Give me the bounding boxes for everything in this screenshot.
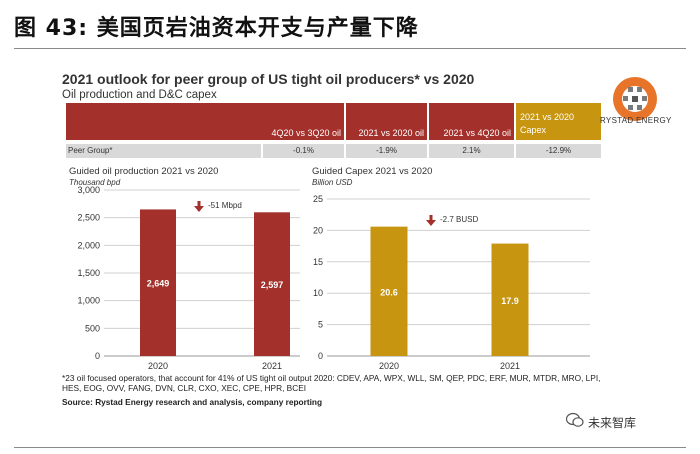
- bar-2020: [370, 226, 408, 356]
- logo-text: RYSTAD ENERGY: [600, 116, 672, 125]
- table-cell: -12.9%: [516, 144, 601, 158]
- down-arrow-head-icon: [426, 220, 436, 226]
- wechat-icon: [566, 412, 584, 427]
- panel-subtitle: Oil production and D&C capex: [62, 89, 217, 101]
- data-label: 2,649: [147, 279, 170, 289]
- y-tick-label: 1,500: [77, 268, 100, 278]
- x-tick-label: 2020: [379, 361, 399, 371]
- summary-table: 4Q20 vs 3Q20 oil 2021 vs 2020 oil 2021 v…: [66, 103, 601, 158]
- bar-2020: [140, 209, 176, 356]
- chart-capex: 0 5 10 15 20 25 20.6 2020 17.9 2021 -2.7 BUSD: [313, 194, 590, 371]
- y-tick-label: 0: [95, 351, 100, 361]
- y-tick-label: 25: [313, 194, 323, 204]
- down-arrow-head-icon: [194, 206, 204, 212]
- x-tick-label: 2021: [500, 361, 520, 371]
- x-tick-label: 2021: [262, 361, 282, 371]
- table-header-2: 2021 vs 2020 oil: [346, 103, 427, 140]
- bottom-divider: [14, 447, 686, 448]
- panel-title: 2021 outlook for peer group of US tight …: [62, 71, 475, 87]
- table-cell: -0.1%: [263, 144, 344, 158]
- top-divider: [14, 48, 686, 49]
- data-label: 17.9: [501, 296, 519, 306]
- down-arrow-icon: [429, 215, 433, 220]
- y-tick-label: 20: [313, 225, 323, 235]
- y-tick-label: 0: [318, 351, 323, 361]
- table-header-3: 2021 vs 4Q20 oil: [429, 103, 514, 140]
- y-tick-label: 2,000: [77, 240, 100, 250]
- chart2-title: Guided Capex 2021 vs 2020: [312, 166, 433, 177]
- bar-2021: [254, 212, 290, 356]
- rystad-logo-icon: [613, 77, 657, 121]
- y-tick-label: 1,000: [77, 296, 100, 306]
- chart1-unit: Thousand bpd: [69, 178, 121, 187]
- y-tick-label: 3,000: [77, 185, 100, 195]
- watermark: 未来智库: [588, 416, 637, 430]
- data-label: 2,597: [261, 280, 284, 290]
- table-cell: 2.1%: [429, 144, 514, 158]
- down-arrow-icon: [197, 201, 201, 206]
- data-label: 20.6: [380, 287, 398, 297]
- y-tick-label: 500: [85, 323, 100, 333]
- table-row-label: Peer Group*: [66, 144, 261, 158]
- chart-oil-production: 0 500 1,000 1,500 2,000 2,500 3,000 2,649 2020 2,…: [77, 185, 300, 371]
- change-annotation: -51 Mbpd: [208, 201, 242, 210]
- figure-title: 图 43: 美国页岩油资本开支与产量下降: [14, 16, 419, 41]
- table-header-1: 4Q20 vs 3Q20 oil: [66, 103, 344, 140]
- source-note: Source: Rystad Energy research and analy…: [62, 397, 323, 407]
- footnote: *23 oil focused operators, that account …: [62, 373, 601, 394]
- table-header-4: 2021 vs 2020 Capex: [516, 103, 601, 140]
- y-tick-label: 15: [313, 257, 323, 267]
- y-tick-label: 2,500: [77, 213, 100, 223]
- y-tick-label: 5: [318, 320, 323, 330]
- chart2-unit: Billion USD: [312, 178, 353, 187]
- table-cell: -1.9%: [346, 144, 427, 158]
- change-annotation: -2.7 BUSD: [440, 215, 478, 224]
- x-tick-label: 2020: [148, 361, 168, 371]
- chart1-title: Guided oil production 2021 vs 2020: [69, 166, 219, 177]
- y-tick-label: 10: [313, 288, 323, 298]
- bar-2021: [491, 243, 529, 356]
